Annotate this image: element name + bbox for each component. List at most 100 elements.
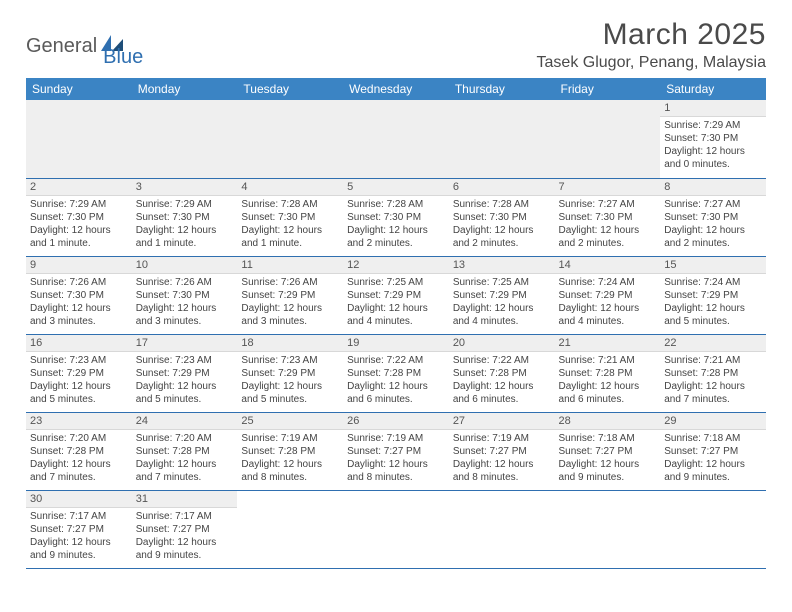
sunrise-text: Sunrise: 7:19 AM (347, 432, 445, 445)
day-cell: 7Sunrise: 7:27 AMSunset: 7:30 PMDaylight… (555, 178, 661, 256)
sunset-text: Sunset: 7:29 PM (559, 289, 657, 302)
day-cell (449, 490, 555, 568)
sunset-text: Sunset: 7:28 PM (241, 445, 339, 458)
daylight-text: and 1 minute. (241, 237, 339, 250)
sunset-text: Sunset: 7:30 PM (30, 289, 128, 302)
day-header-row: Sunday Monday Tuesday Wednesday Thursday… (26, 78, 766, 100)
day-number: 22 (660, 335, 766, 352)
sunrise-text: Sunrise: 7:22 AM (347, 354, 445, 367)
day-cell: 15Sunrise: 7:24 AMSunset: 7:29 PMDayligh… (660, 256, 766, 334)
day-number: 31 (132, 491, 238, 508)
daylight-text: Daylight: 12 hours (347, 458, 445, 471)
day-number: 6 (449, 179, 555, 196)
day-number: 3 (132, 179, 238, 196)
daylight-text: Daylight: 12 hours (664, 302, 762, 315)
sunset-text: Sunset: 7:28 PM (453, 367, 551, 380)
brand-part1: General (26, 35, 97, 58)
day-number: 25 (237, 413, 343, 430)
sunset-text: Sunset: 7:29 PM (30, 367, 128, 380)
sunrise-text: Sunrise: 7:23 AM (241, 354, 339, 367)
daylight-text: Daylight: 12 hours (136, 458, 234, 471)
sunrise-text: Sunrise: 7:23 AM (30, 354, 128, 367)
day-cell: 13Sunrise: 7:25 AMSunset: 7:29 PMDayligh… (449, 256, 555, 334)
day-cell (26, 100, 132, 178)
daylight-text: and 2 minutes. (347, 237, 445, 250)
daylight-text: and 0 minutes. (664, 158, 762, 171)
sunrise-text: Sunrise: 7:20 AM (30, 432, 128, 445)
daylight-text: and 1 minute. (136, 237, 234, 250)
brand-part2: Blue (103, 24, 143, 69)
day-number: 27 (449, 413, 555, 430)
daylight-text: Daylight: 12 hours (136, 536, 234, 549)
sunrise-text: Sunrise: 7:24 AM (664, 276, 762, 289)
daylight-text: and 7 minutes. (136, 471, 234, 484)
day-cell: 4Sunrise: 7:28 AMSunset: 7:30 PMDaylight… (237, 178, 343, 256)
sunset-text: Sunset: 7:29 PM (241, 367, 339, 380)
sunset-text: Sunset: 7:30 PM (664, 211, 762, 224)
daylight-text: and 2 minutes. (453, 237, 551, 250)
day-cell (132, 100, 238, 178)
sunset-text: Sunset: 7:28 PM (664, 367, 762, 380)
day-cell: 25Sunrise: 7:19 AMSunset: 7:28 PMDayligh… (237, 412, 343, 490)
daylight-text: Daylight: 12 hours (559, 380, 657, 393)
daylight-text: Daylight: 12 hours (453, 224, 551, 237)
day-number: 8 (660, 179, 766, 196)
day-cell: 28Sunrise: 7:18 AMSunset: 7:27 PMDayligh… (555, 412, 661, 490)
day-cell: 27Sunrise: 7:19 AMSunset: 7:27 PMDayligh… (449, 412, 555, 490)
daylight-text: Daylight: 12 hours (453, 380, 551, 393)
daylight-text: and 5 minutes. (241, 393, 339, 406)
day-cell (449, 100, 555, 178)
day-cell (237, 100, 343, 178)
day-cell (660, 490, 766, 568)
daylight-text: and 3 minutes. (136, 315, 234, 328)
day-cell: 19Sunrise: 7:22 AMSunset: 7:28 PMDayligh… (343, 334, 449, 412)
day-cell: 26Sunrise: 7:19 AMSunset: 7:27 PMDayligh… (343, 412, 449, 490)
day-number: 14 (555, 257, 661, 274)
day-number: 13 (449, 257, 555, 274)
day-number: 17 (132, 335, 238, 352)
daylight-text: Daylight: 12 hours (453, 458, 551, 471)
daylight-text: Daylight: 12 hours (241, 302, 339, 315)
sunset-text: Sunset: 7:30 PM (347, 211, 445, 224)
day-number: 12 (343, 257, 449, 274)
day-number: 1 (660, 100, 766, 117)
week-row: 2 Sunrise: 7:29 AM Sunset: 7:30 PM Daylight… (26, 178, 766, 256)
sunrise-text: Sunrise: 7:27 AM (559, 198, 657, 211)
day-cell: 17Sunrise: 7:23 AMSunset: 7:29 PMDayligh… (132, 334, 238, 412)
day-number: 15 (660, 257, 766, 274)
day-cell (555, 100, 661, 178)
daylight-text: and 9 minutes. (136, 549, 234, 562)
day-number: 2 (26, 179, 132, 196)
daylight-text: and 9 minutes. (664, 471, 762, 484)
sunrise-text: Sunrise: 7:23 AM (136, 354, 234, 367)
daylight-text: Daylight: 12 hours (136, 302, 234, 315)
daylight-text: Daylight: 12 hours (30, 458, 128, 471)
day-number: 20 (449, 335, 555, 352)
col-tuesday: Tuesday (237, 78, 343, 100)
day-cell: 18Sunrise: 7:23 AMSunset: 7:29 PMDayligh… (237, 334, 343, 412)
location: Tasek Glugor, Penang, Malaysia (537, 54, 766, 72)
daylight-text: and 9 minutes. (30, 549, 128, 562)
daylight-text: Daylight: 12 hours (30, 302, 128, 315)
sunrise-text: Sunrise: 7:20 AM (136, 432, 234, 445)
day-cell: 6Sunrise: 7:28 AMSunset: 7:30 PMDaylight… (449, 178, 555, 256)
week-row: 9Sunrise: 7:26 AMSunset: 7:30 PMDaylight… (26, 256, 766, 334)
daylight-text: Daylight: 12 hours (241, 380, 339, 393)
day-cell: 2Sunrise: 7:29 AMSunset: 7:30 PMDaylight… (26, 178, 132, 256)
day-cell (555, 490, 661, 568)
day-cell: 10Sunrise: 7:26 AMSunset: 7:30 PMDayligh… (132, 256, 238, 334)
day-number: 23 (26, 413, 132, 430)
sunset-text: Sunset: 7:27 PM (559, 445, 657, 458)
week-row: 23Sunrise: 7:20 AMSunset: 7:28 PMDayligh… (26, 412, 766, 490)
sunset-text: Sunset: 7:30 PM (241, 211, 339, 224)
sunrise-text: Sunrise: 7:25 AM (347, 276, 445, 289)
sunrise-text: Sunrise: 7:29 AM (30, 198, 128, 211)
day-cell (343, 490, 449, 568)
daylight-text: and 6 minutes. (347, 393, 445, 406)
sunset-text: Sunset: 7:27 PM (136, 523, 234, 536)
sunrise-text: Sunrise: 7:18 AM (559, 432, 657, 445)
sunset-text: Sunset: 7:28 PM (30, 445, 128, 458)
col-monday: Monday (132, 78, 238, 100)
daylight-text: Daylight: 12 hours (136, 380, 234, 393)
sunset-text: Sunset: 7:29 PM (453, 289, 551, 302)
